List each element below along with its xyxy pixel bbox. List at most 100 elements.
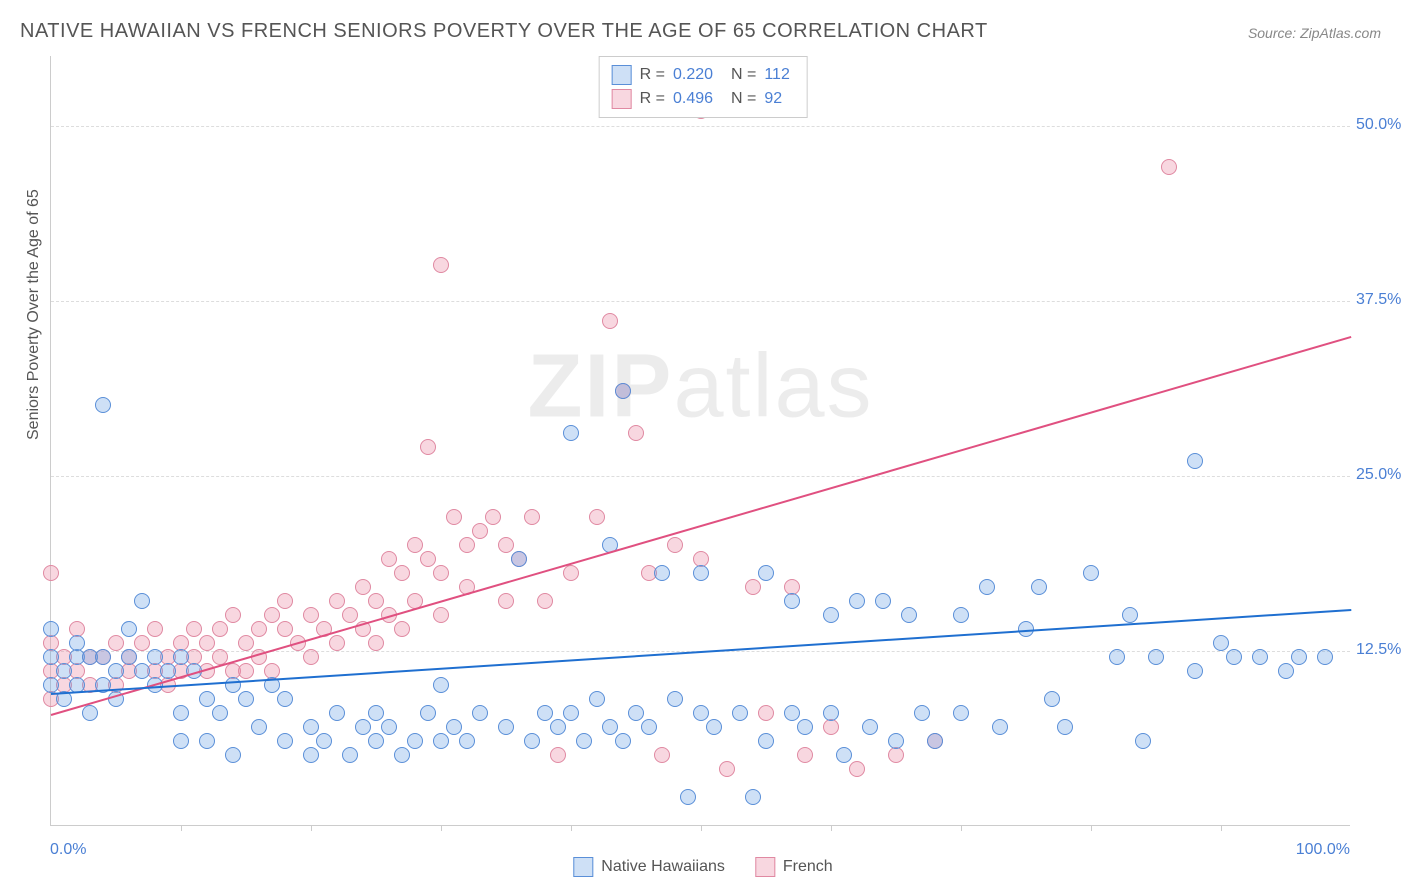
scatter-point-hawaiian <box>745 789 761 805</box>
scatter-point-hawaiian <box>459 733 475 749</box>
stats-legend-box: R =0.220N =112R =0.496N =92 <box>599 56 808 118</box>
scatter-point-french <box>550 747 566 763</box>
scatter-point-french <box>602 313 618 329</box>
scatter-point-french <box>563 565 579 581</box>
scatter-point-hawaiian <box>433 677 449 693</box>
scatter-point-hawaiian <box>355 719 371 735</box>
scatter-point-hawaiian <box>823 705 839 721</box>
x-tick <box>441 825 442 831</box>
scatter-point-french <box>459 537 475 553</box>
legend-swatch <box>755 857 775 877</box>
scatter-point-hawaiian <box>368 733 384 749</box>
scatter-point-hawaiian <box>836 747 852 763</box>
scatter-point-hawaiian <box>927 733 943 749</box>
scatter-point-hawaiian <box>1226 649 1242 665</box>
scatter-point-hawaiian <box>420 705 436 721</box>
x-label-right: 100.0% <box>1296 841 1350 859</box>
scatter-point-french <box>43 565 59 581</box>
scatter-point-hawaiian <box>303 719 319 735</box>
scatter-point-hawaiian <box>1187 663 1203 679</box>
legend-item: Native Hawaiians <box>573 857 725 877</box>
legend-item: French <box>755 857 833 877</box>
scatter-point-hawaiian <box>368 705 384 721</box>
scatter-point-french <box>368 635 384 651</box>
scatter-point-french <box>849 761 865 777</box>
scatter-point-hawaiian <box>316 733 332 749</box>
scatter-point-french <box>888 747 904 763</box>
x-tick <box>1221 825 1222 831</box>
scatter-point-hawaiian <box>342 747 358 763</box>
scatter-point-hawaiian <box>173 649 189 665</box>
scatter-point-hawaiian <box>199 733 215 749</box>
stat-r-value: 0.496 <box>673 90 723 108</box>
scatter-point-french <box>238 663 254 679</box>
scatter-point-french <box>108 635 124 651</box>
scatter-point-hawaiian <box>1057 719 1073 735</box>
scatter-point-hawaiian <box>134 663 150 679</box>
scatter-point-french <box>498 593 514 609</box>
x-tick <box>831 825 832 831</box>
scatter-point-french <box>485 509 501 525</box>
scatter-point-hawaiian <box>446 719 462 735</box>
scatter-point-hawaiian <box>667 691 683 707</box>
x-label-left: 0.0% <box>50 841 86 859</box>
scatter-point-hawaiian <box>472 705 488 721</box>
scatter-point-hawaiian <box>160 663 176 679</box>
x-tick <box>701 825 702 831</box>
scatter-point-hawaiian <box>1109 649 1125 665</box>
legend-swatch <box>612 89 632 109</box>
scatter-point-hawaiian <box>628 705 644 721</box>
scatter-point-hawaiian <box>524 733 540 749</box>
scatter-point-hawaiian <box>277 691 293 707</box>
scatter-point-hawaiian <box>888 733 904 749</box>
scatter-point-hawaiian <box>693 705 709 721</box>
scatter-point-hawaiian <box>394 747 410 763</box>
scatter-point-hawaiian <box>43 677 59 693</box>
scatter-point-hawaiian <box>797 719 813 735</box>
scatter-point-french <box>719 761 735 777</box>
scatter-point-french <box>446 509 462 525</box>
scatter-point-hawaiian <box>1044 691 1060 707</box>
scatter-point-french <box>758 705 774 721</box>
scatter-point-hawaiian <box>511 551 527 567</box>
scatter-point-hawaiian <box>953 607 969 623</box>
scatter-point-hawaiian <box>277 733 293 749</box>
scatter-point-hawaiian <box>602 719 618 735</box>
scatter-point-french <box>381 551 397 567</box>
y-axis-label: Seniors Poverty Over the Age of 65 <box>25 189 43 440</box>
x-tick <box>1091 825 1092 831</box>
scatter-point-french <box>134 635 150 651</box>
stats-row: R =0.496N =92 <box>612 87 795 111</box>
scatter-point-french <box>264 607 280 623</box>
scatter-point-hawaiian <box>433 733 449 749</box>
scatter-point-hawaiian <box>407 733 423 749</box>
stat-n-value: 112 <box>764 66 794 84</box>
scatter-point-french <box>433 257 449 273</box>
scatter-point-hawaiian <box>1135 733 1151 749</box>
scatter-point-french <box>420 439 436 455</box>
scatter-point-hawaiian <box>654 565 670 581</box>
legend-label: French <box>783 858 833 876</box>
scatter-point-french <box>407 537 423 553</box>
scatter-point-french <box>329 635 345 651</box>
scatter-point-hawaiian <box>758 565 774 581</box>
scatter-point-hawaiian <box>238 691 254 707</box>
scatter-point-french <box>524 509 540 525</box>
scatter-point-hawaiian <box>641 719 657 735</box>
scatter-point-french <box>654 747 670 763</box>
scatter-point-hawaiian <box>199 691 215 707</box>
scatter-point-french <box>797 747 813 763</box>
scatter-point-hawaiian <box>329 705 345 721</box>
scatter-point-hawaiian <box>914 705 930 721</box>
scatter-point-hawaiian <box>615 383 631 399</box>
scatter-point-french <box>251 621 267 637</box>
scatter-point-hawaiian <box>498 719 514 735</box>
scatter-point-hawaiian <box>147 649 163 665</box>
scatter-point-hawaiian <box>550 719 566 735</box>
scatter-point-french <box>147 621 163 637</box>
scatter-point-french <box>394 565 410 581</box>
scatter-point-hawaiian <box>134 593 150 609</box>
scatter-point-french <box>433 565 449 581</box>
scatter-point-hawaiian <box>82 705 98 721</box>
y-tick-label: 12.5% <box>1356 641 1401 659</box>
